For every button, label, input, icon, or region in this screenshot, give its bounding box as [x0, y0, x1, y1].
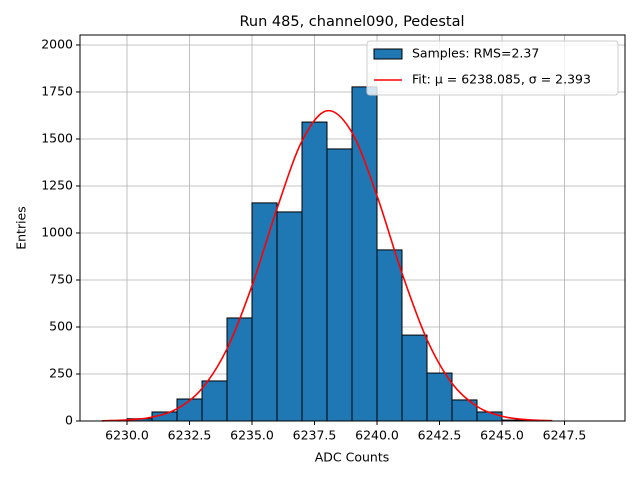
x-tick-label: 6237.5	[293, 428, 337, 443]
histogram-bar	[326, 148, 353, 422]
y-tick-label: 250	[49, 365, 73, 380]
x-tick-label: 6247.5	[543, 428, 587, 443]
histogram-bar	[401, 334, 428, 422]
legend-label: Samples: RMS=2.37	[412, 46, 539, 61]
legend-box	[366, 40, 619, 96]
legend-label: Fit: μ = 6238.085, σ = 2.393	[412, 72, 591, 87]
y-tick-label: 1500	[41, 130, 73, 145]
y-tick-label: 1250	[41, 177, 73, 192]
x-tick-label: 6242.5	[418, 428, 462, 443]
y-tick-label: 750	[49, 271, 73, 286]
y-tick-label: 500	[49, 318, 73, 333]
x-tick-label: 6235.0	[230, 428, 274, 443]
histogram-bar	[276, 211, 303, 422]
plot-frame	[79, 34, 626, 422]
x-axis-label: ADC Counts	[315, 450, 390, 465]
x-tick-label: 6232.5	[168, 428, 212, 443]
histogram-bar	[251, 202, 278, 422]
histogram-bar	[176, 398, 203, 422]
histogram-bar	[226, 317, 253, 422]
y-axis-label: Entries	[14, 206, 29, 250]
histogram-bar	[476, 411, 503, 422]
y-tick-label: 1750	[41, 83, 73, 98]
x-tick-label: 6240.0	[355, 428, 399, 443]
x-tick-label: 6245.0	[480, 428, 524, 443]
histogram-bar	[351, 86, 378, 422]
x-tick-label: 6230.0	[105, 428, 149, 443]
chart-title: Run 485, channel090, Pedestal	[239, 14, 464, 30]
fit-curve	[101, 109, 553, 422]
histogram-bar	[376, 249, 403, 422]
histogram-bar	[426, 372, 453, 422]
y-tick-label: 1000	[41, 224, 73, 239]
y-tick-label: 0	[65, 413, 73, 428]
histogram-bar	[301, 121, 328, 422]
histogram-bar	[201, 380, 228, 422]
y-tick-label: 2000	[41, 36, 73, 51]
legend-swatch	[373, 48, 403, 60]
